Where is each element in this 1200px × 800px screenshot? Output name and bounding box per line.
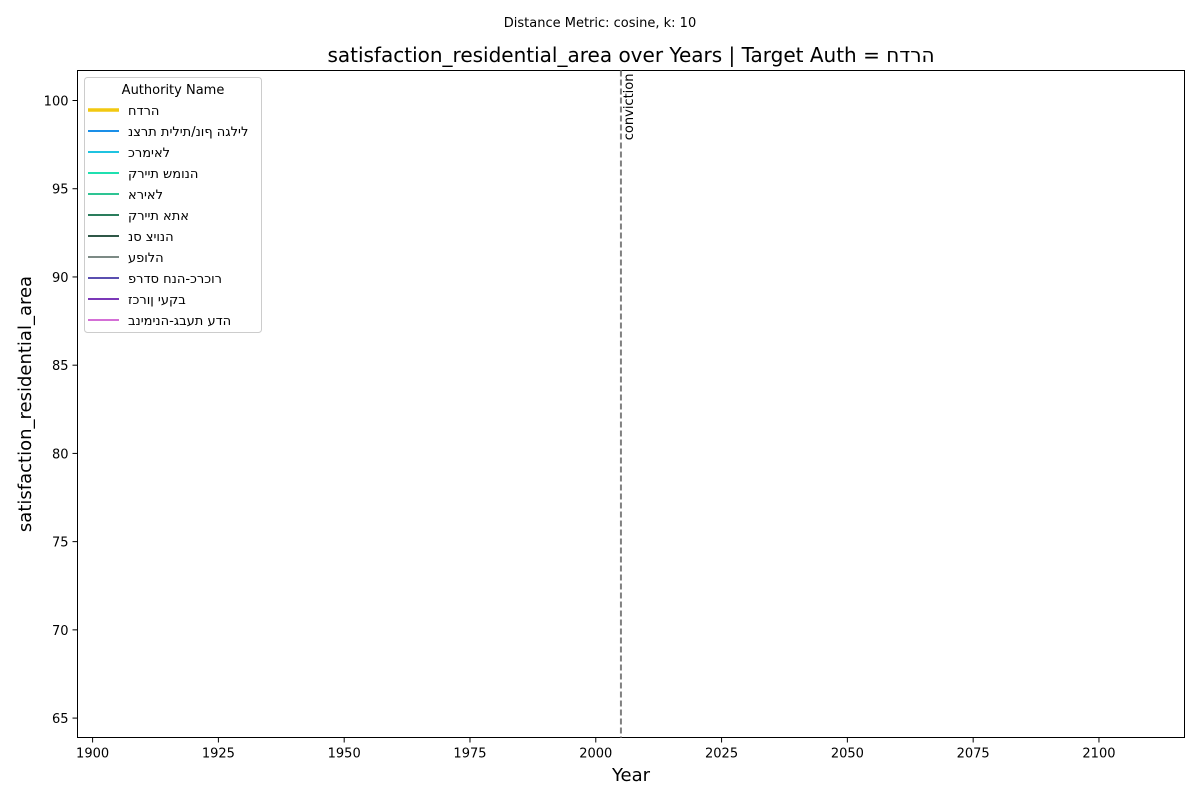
y-tick-label: 80: [52, 447, 69, 462]
legend-entry-label: רוכרכ-הנח סדרפ: [128, 272, 222, 287]
x-tick-label: 2050: [831, 747, 864, 762]
legend-entry-label: הנויצ סנ: [128, 230, 174, 245]
y-tick-label: 70: [52, 624, 69, 639]
legend-entry-label: הלופע: [128, 251, 164, 266]
legend-entry-label: לאירא: [128, 188, 163, 203]
legend-entry-label: אתא תיירק: [128, 209, 189, 224]
x-tick-label: 2025: [705, 747, 738, 762]
legend-entry-label: הדע תעבג-הנימינב: [128, 314, 231, 329]
x-tick-label: 1900: [76, 747, 109, 762]
x-tick-label: 2075: [957, 747, 990, 762]
legend-box: [84, 77, 262, 333]
x-tick-label: 2100: [1082, 747, 1115, 762]
legend-entry-label: לאימרכ: [128, 146, 170, 161]
y-tick-label: 90: [52, 271, 69, 286]
y-tick-label: 85: [52, 359, 69, 374]
y-axis-ticks: 65 70 75 80 85 90 95 100: [44, 94, 78, 727]
y-axis-label: satisfaction_residential_area: [15, 276, 36, 532]
legend-entry-label: הרדח: [128, 104, 159, 119]
y-tick-label: 75: [52, 536, 69, 551]
legend-entry-label: בקעי ןורכז: [128, 293, 186, 308]
conviction-label: conviction: [622, 74, 637, 141]
x-tick-label: 1975: [453, 747, 486, 762]
legend: Authority Name הרדח לילגה ףונ/תילית תרצנ ל…: [84, 77, 262, 333]
legend-entries: הרדח לילגה ףונ/תילית תרצנ לאימרכ הנומש תייר…: [88, 104, 248, 329]
y-tick-label: 100: [44, 94, 69, 109]
x-axis-label: Year: [611, 765, 651, 786]
legend-entry-label: הנומש תיירק: [128, 167, 198, 182]
x-tick-label: 2000: [579, 747, 612, 762]
x-tick-label: 1925: [202, 747, 235, 762]
legend-title: Authority Name: [122, 83, 225, 98]
chart-title: satisfaction_residential_area over Years…: [327, 43, 934, 67]
x-tick-label: 1950: [328, 747, 361, 762]
chart-suptitle: Distance Metric: cosine, k: 10: [504, 16, 696, 31]
x-axis-ticks: 1900 1925 1950 1975 2000 2025 2050 2075 2100: [76, 737, 1116, 762]
y-tick-label: 65: [52, 712, 69, 727]
y-tick-label: 95: [52, 183, 69, 198]
legend-entry-label: לילגה ףונ/תילית תרצנ: [128, 125, 248, 140]
